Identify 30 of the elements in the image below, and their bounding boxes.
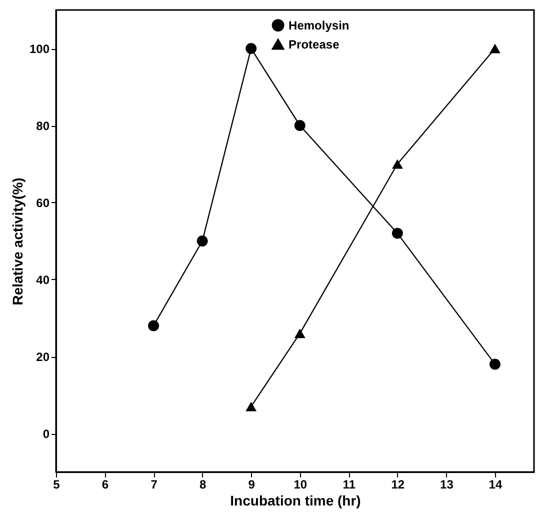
x-tick-label: 7 xyxy=(150,478,158,492)
y-tick-label: 80 xyxy=(36,119,50,133)
y-tick-label: 40 xyxy=(36,273,50,287)
point xyxy=(490,44,500,54)
y-tick-label: 100 xyxy=(29,42,50,56)
x-axis-title: Incubation time (hr) xyxy=(230,492,361,508)
point xyxy=(246,43,257,54)
point xyxy=(392,228,403,239)
x-tick-label: 13 xyxy=(440,478,454,492)
x-tick-label: 9 xyxy=(248,478,256,492)
point xyxy=(294,328,306,338)
x-tick-label: 8 xyxy=(199,478,206,492)
point xyxy=(246,402,257,412)
x-tick-label: 6 xyxy=(102,478,109,492)
legend-label: Hemolysin xyxy=(288,18,350,32)
x-tick-label: 11 xyxy=(342,478,356,492)
y-axis-title: Relative activity(%) xyxy=(9,178,26,306)
y-tick-label: 0 xyxy=(42,427,50,441)
y-tick-label: 20 xyxy=(36,350,50,364)
point xyxy=(490,358,500,370)
x-tick-label: 12 xyxy=(391,478,405,492)
x-tick-label: 14 xyxy=(488,478,502,492)
x-tick-label: 5 xyxy=(53,478,60,492)
point xyxy=(392,159,403,169)
point xyxy=(148,320,160,332)
legend-label: Protease xyxy=(288,37,340,52)
point xyxy=(196,236,208,246)
x-tick-label: 10 xyxy=(294,478,308,492)
point xyxy=(294,120,306,131)
y-tick-label: 60 xyxy=(36,196,50,210)
